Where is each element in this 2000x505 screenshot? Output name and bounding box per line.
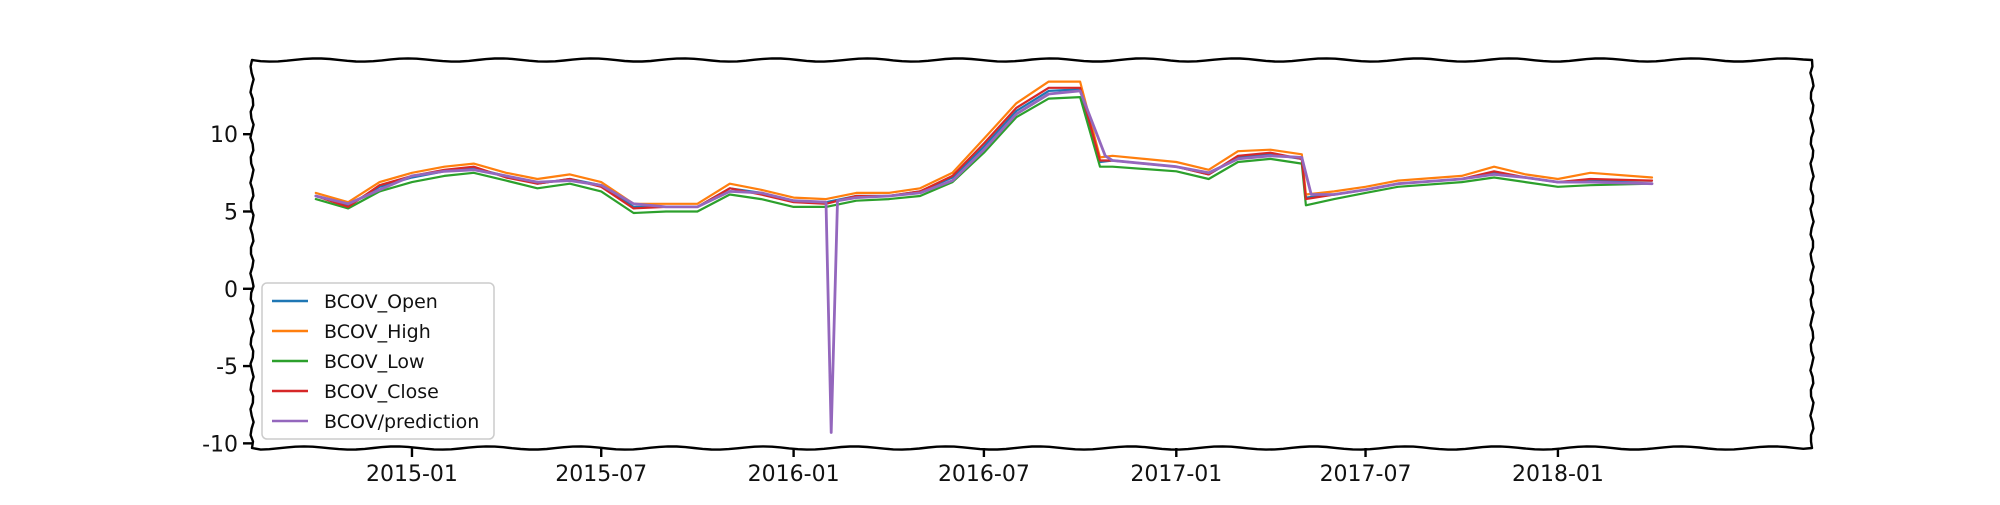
y-axis: 10 5 0 -5 -10 [202,123,252,457]
series-line-bcov-low [314,95,1654,215]
x-tick-label: 2017-01 [1130,462,1222,487]
legend-label-bcov-low[interactable]: BCOV_Low [324,351,425,373]
legend-label-bcov-high[interactable]: BCOV_High [324,321,431,343]
x-axis: 2015-01 2015-07 2016-01 2016-07 2017-01 2017-… [366,448,1604,487]
x-tick-label: 2016-07 [938,462,1030,487]
series-line-bcov-prediction [314,89,1654,434]
y-tick-label: 0 [224,278,238,303]
legend-label-bcov-prediction[interactable]: BCOV/prediction [324,411,479,433]
x-tick-label: 2017-07 [1320,462,1412,487]
legend-label-bcov-close[interactable]: BCOV_Close [324,381,439,403]
x-tick-label: 2016-01 [748,462,840,487]
legend-box [261,282,495,440]
x-tick-label: 2015-07 [555,462,647,487]
y-tick-label: 10 [210,123,238,148]
series-layer [314,80,1654,434]
plot-frame [249,57,1815,451]
y-tick-label: -10 [202,432,238,457]
y-tick-label: 5 [224,200,238,225]
legend[interactable]: BCOV_Open BCOV_High BCOV_Low BCOV_Close BCOV… [261,282,495,440]
x-tick-label: 2018-01 [1512,462,1604,487]
y-tick-label: -5 [216,355,238,380]
legend-label-bcov-open[interactable]: BCOV_Open [324,291,438,313]
x-tick-label: 2015-01 [366,462,458,487]
series-line-bcov-high [314,80,1654,205]
